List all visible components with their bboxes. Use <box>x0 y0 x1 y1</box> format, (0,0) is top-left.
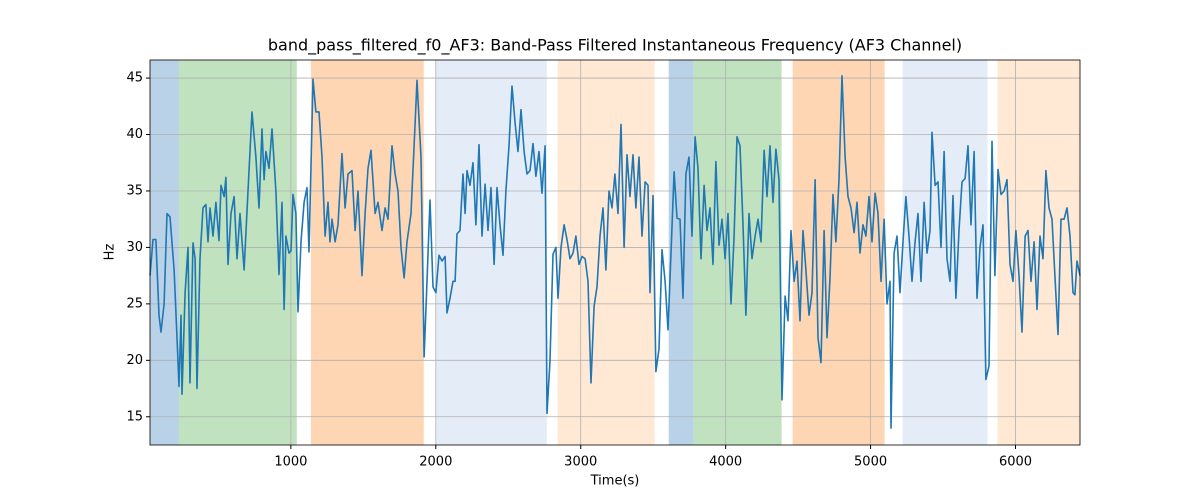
x-tick-label: 2000 <box>419 455 452 470</box>
y-axis-label: Hz <box>103 244 118 261</box>
chart-title: band_pass_filtered_f0_AF3: Band-Pass Fil… <box>268 36 962 56</box>
x-tick-label: 4000 <box>709 455 742 470</box>
plot-frame <box>149 59 1081 446</box>
span <box>693 60 782 445</box>
x-tick-label: 5000 <box>854 455 887 470</box>
span <box>150 60 179 445</box>
span <box>435 60 547 445</box>
y-tick-label: 25 <box>126 296 143 311</box>
x-axis-label: Time(s) <box>590 474 640 489</box>
y-tick-label: 40 <box>126 127 143 142</box>
y-tick-label: 45 <box>126 71 143 86</box>
y-tick-label: 20 <box>126 353 143 368</box>
y-tick-label: 35 <box>126 183 143 198</box>
span <box>792 60 885 445</box>
span <box>902 60 988 445</box>
x-tick-label: 1000 <box>274 455 307 470</box>
span <box>310 60 424 445</box>
y-tick-label: 15 <box>126 409 143 424</box>
data-line <box>149 75 1081 429</box>
y-tick-label: 30 <box>126 240 143 255</box>
x-tick-label: 6000 <box>999 455 1032 470</box>
x-tick-label: 3000 <box>564 455 597 470</box>
